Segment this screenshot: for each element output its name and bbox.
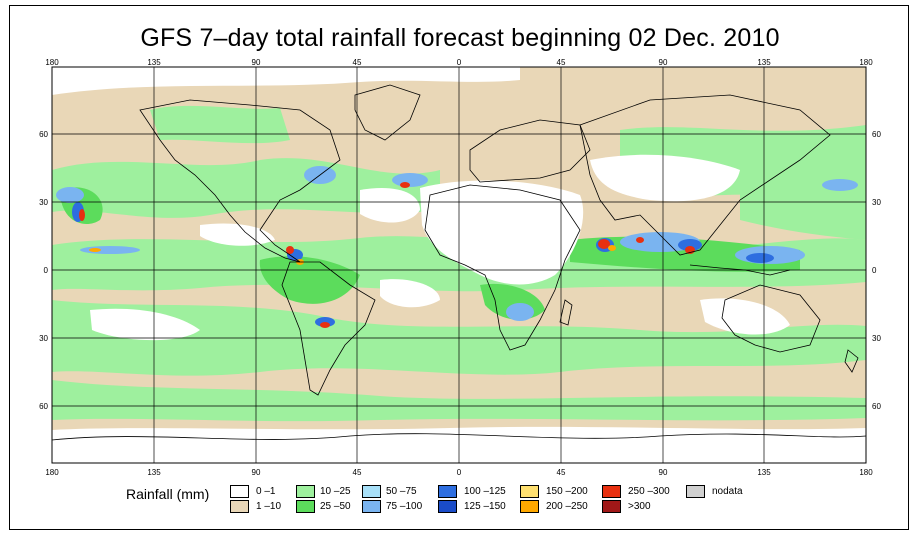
new-zealand-outline [844, 349, 859, 373]
right-lat-tick: 60 [872, 402, 881, 411]
top-lon-tick: 90 [659, 58, 668, 67]
legend-label: 100 –125 [464, 486, 506, 497]
bottom-lon-tick: 90 [252, 468, 261, 477]
legend-swatch-75-100 [362, 500, 381, 513]
right-lat-tick: 60 [872, 130, 881, 139]
legend-swatch-150-200 [520, 485, 539, 498]
bottom-lon-tick: 45 [557, 468, 566, 477]
legend-swatch-1-10 [230, 500, 249, 513]
top-longitude-ticks: 180 135 90 45 0 45 90 135 180 [45, 58, 873, 67]
bottom-lon-tick: 180 [859, 468, 873, 477]
madagascar-outline [559, 299, 573, 326]
rain-dark-blue-cells [72, 202, 774, 327]
legend-label: 125 –150 [464, 501, 506, 512]
graticule [52, 67, 866, 463]
right-lat-tick: 0 [872, 266, 877, 275]
figure-frame [9, 5, 909, 530]
left-lat-tick: 0 [44, 266, 49, 275]
antarctica-outline [52, 433, 866, 441]
legend-label: 250 –300 [628, 486, 670, 497]
map-title: GFS 7–day total rainfall forecast beginn… [140, 24, 780, 52]
top-lon-tick: 45 [557, 58, 566, 67]
top-lon-tick: 135 [757, 58, 771, 67]
top-lon-tick: 0 [457, 58, 462, 67]
legend-swatch-125-150 [438, 500, 457, 513]
legend-title: Rainfall (mm) [126, 486, 210, 502]
asia-outline [579, 94, 831, 256]
top-lon-tick: 135 [147, 58, 161, 67]
left-lat-tick: 30 [39, 334, 48, 343]
continent-outlines [52, 84, 866, 441]
legend-label: 25 –50 [320, 501, 351, 512]
legend-swatch-250-300 [602, 485, 621, 498]
legend-label: 1 –10 [256, 501, 282, 512]
legend-label: nodata [712, 486, 743, 497]
legend-label: 50 –75 [386, 486, 417, 497]
legend-swatch-50-75 [362, 485, 381, 498]
legend-label: 0 –1 [256, 486, 276, 497]
rain-orange-cells [89, 245, 616, 265]
bottom-lon-tick: 180 [45, 468, 59, 477]
south-america-outline [281, 261, 376, 396]
top-lon-tick: 90 [252, 58, 261, 67]
legend-swatch-0-1 [230, 485, 249, 498]
legend-label: 75 –100 [386, 501, 423, 512]
left-latitude-ticks: 60 30 0 30 60 [39, 130, 48, 411]
europe-outline [469, 119, 591, 183]
australia-outline [721, 284, 821, 353]
bottom-lon-tick: 135 [757, 468, 771, 477]
legend-swatch-10-25 [296, 485, 315, 498]
left-lat-tick: 60 [39, 402, 48, 411]
bottom-lon-tick: 45 [353, 468, 362, 477]
top-lon-tick: 180 [859, 58, 873, 67]
legend-swatch-100-125 [438, 485, 457, 498]
right-lat-tick: 30 [872, 334, 881, 343]
right-lat-tick: 30 [872, 198, 881, 207]
bottom-lon-tick: 90 [659, 468, 668, 477]
left-lat-tick: 30 [39, 198, 48, 207]
map-border [51, 66, 867, 464]
top-lon-tick: 180 [45, 58, 59, 67]
left-lat-tick: 60 [39, 130, 48, 139]
map-body [52, 67, 866, 463]
bottom-longitude-ticks: 180 135 90 45 0 45 90 135 180 [45, 468, 873, 477]
legend-swatch-200-250 [520, 500, 539, 513]
legend-swatch-nodata [686, 485, 705, 498]
top-lon-tick: 45 [353, 58, 362, 67]
legend-label: 10 –25 [320, 486, 351, 497]
bottom-lon-tick: 135 [147, 468, 161, 477]
right-latitude-ticks: 60 30 0 30 60 [872, 130, 881, 411]
legend-label: 150 –200 [546, 486, 588, 497]
africa-outline [424, 184, 581, 351]
bottom-lon-tick: 0 [457, 468, 462, 477]
legend-swatch-over-300 [602, 500, 621, 513]
legend-label: 200 –250 [546, 501, 588, 512]
legend-swatch-25-50 [296, 500, 315, 513]
rain-extreme-cells [79, 182, 695, 328]
north-america-outline [139, 99, 341, 263]
legend-label: >300 [628, 501, 651, 512]
